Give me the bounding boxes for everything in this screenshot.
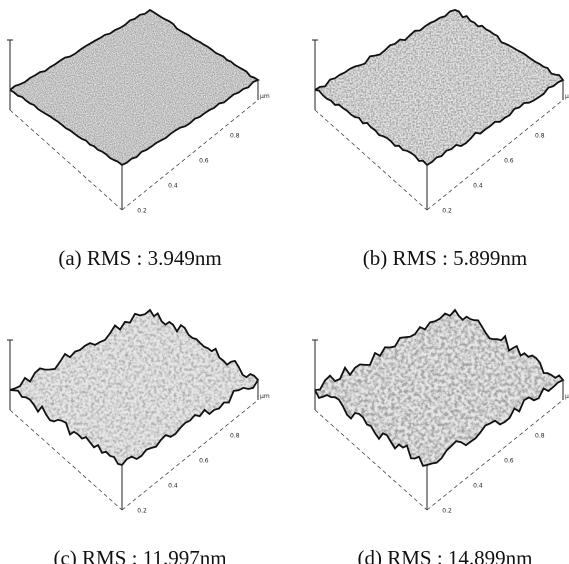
- surface-texture: [0, 300, 270, 475]
- axis-tick-label: 0.2: [137, 208, 147, 215]
- axis-tick-label: 0.4: [473, 483, 483, 490]
- afm-panel: 0.2 0.4 0.6 0.8 µm (a) RMS : 3.949nm: [0, 0, 270, 270]
- axis-tick-label: 0.4: [168, 483, 178, 490]
- axis-tick-label: 0.2: [442, 208, 452, 215]
- afm-panel: 0.2 0.4 0.6 0.8 µm (d) RMS : 14.899nm: [305, 300, 569, 564]
- afm-panel: 0.2 0.4 0.6 0.8 µm (b) RMS : 5.899nm: [305, 0, 569, 270]
- axis-tick-label: 0.8: [230, 133, 240, 140]
- axis-tick-label: 0.2: [442, 508, 452, 515]
- surface-texture: [305, 300, 569, 475]
- axis-tick-label: 0.6: [199, 458, 209, 465]
- axis-unit: µm: [565, 93, 569, 100]
- caption: (a) RMS : 3.949nm: [58, 246, 221, 270]
- axis-tick-label: 0.8: [535, 433, 545, 440]
- axis-unit: µm: [260, 93, 270, 100]
- axis-tick-label: 0.6: [199, 158, 209, 165]
- axis-tick-label: 0.6: [504, 158, 514, 165]
- caption: (d) RMS : 14.899nm: [357, 546, 532, 564]
- caption: (b) RMS : 5.899nm: [363, 246, 528, 270]
- figure: 0.2 0.4 0.6 0.8 µm (a) RMS : 3.949nm 0.2 0.4 0.6…: [0, 0, 569, 564]
- caption: (c) RMS : 11.997nm: [53, 546, 226, 564]
- axis-tick-label: 0.4: [473, 183, 483, 190]
- surface-texture: [0, 0, 270, 175]
- axis-tick-label: 0.6: [504, 458, 514, 465]
- axis-tick-label: 0.8: [535, 133, 545, 140]
- surface-texture: [305, 0, 569, 175]
- axis-tick-label: 0.4: [168, 183, 178, 190]
- axis-unit: µm: [565, 393, 569, 400]
- axis-tick-label: 0.2: [137, 508, 147, 515]
- afm-panel: 0.2 0.4 0.6 0.8 µm (c) RMS : 11.997nm: [0, 300, 270, 564]
- axis-tick-label: 0.8: [230, 433, 240, 440]
- axis-unit: µm: [260, 393, 270, 400]
